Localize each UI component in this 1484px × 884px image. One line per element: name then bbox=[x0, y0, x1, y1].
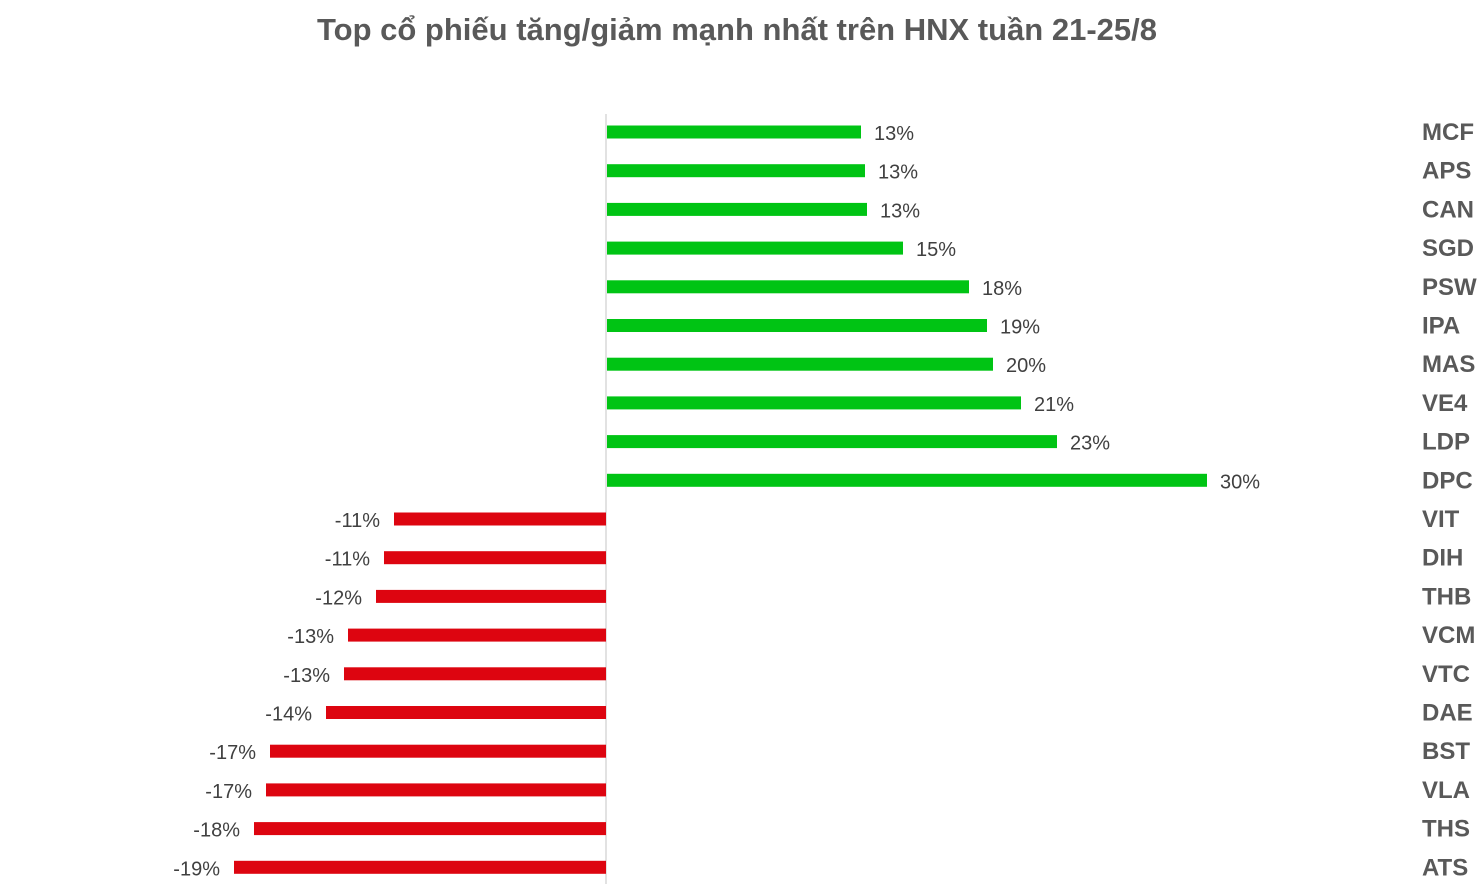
bar-thb bbox=[376, 589, 606, 603]
ticker-label-vit: VIT bbox=[1422, 506, 1460, 533]
value-label-psw: 18% bbox=[982, 278, 1022, 300]
bar-ve4 bbox=[607, 396, 1021, 410]
ticker-label-dae: DAE bbox=[1422, 700, 1473, 727]
ticker-label-vla: VLA bbox=[1422, 777, 1470, 804]
value-label-vtc: -13% bbox=[283, 665, 330, 687]
bar-vit bbox=[394, 512, 606, 526]
bar-can bbox=[607, 202, 867, 216]
bar-aps bbox=[607, 164, 865, 178]
value-label-ldp: 23% bbox=[1070, 433, 1110, 455]
bar-mcf bbox=[607, 125, 861, 139]
ticker-label-dpc: DPC bbox=[1422, 467, 1473, 494]
ticker-label-vcm: VCM bbox=[1422, 622, 1475, 649]
ticker-label-vtc: VTC bbox=[1422, 661, 1470, 688]
bar-dae bbox=[326, 706, 606, 719]
ticker-label-aps: APS bbox=[1422, 158, 1471, 185]
ticker-label-thb: THB bbox=[1422, 583, 1471, 610]
bar-bst bbox=[270, 744, 606, 758]
ticker-label-ats: ATS bbox=[1422, 854, 1468, 881]
bar-sgd bbox=[607, 241, 903, 255]
value-label-ipa: 19% bbox=[1000, 317, 1040, 339]
value-label-mcf: 13% bbox=[874, 123, 914, 145]
bar-mas bbox=[607, 357, 993, 371]
ticker-label-sgd: SGD bbox=[1422, 235, 1474, 262]
value-label-dih: -11% bbox=[325, 549, 370, 571]
bar-vtc bbox=[344, 667, 606, 681]
bar-ldp bbox=[607, 435, 1057, 449]
bar-ipa bbox=[607, 319, 987, 332]
chart-title: Top cổ phiếu tăng/giảm mạnh nhất trên HN… bbox=[317, 12, 1157, 47]
value-label-mas: 20% bbox=[1006, 355, 1046, 377]
bar-dpc bbox=[607, 473, 1207, 487]
ticker-label-ipa: IPA bbox=[1422, 313, 1460, 340]
ticker-label-can: CAN bbox=[1422, 196, 1474, 223]
value-label-vcm: -13% bbox=[287, 626, 334, 648]
value-label-vit: -11% bbox=[335, 510, 380, 532]
value-label-dpc: 30% bbox=[1220, 471, 1260, 493]
value-label-vla: -17% bbox=[205, 781, 252, 803]
value-label-bst: -17% bbox=[209, 742, 256, 764]
ticker-label-ldp: LDP bbox=[1422, 429, 1470, 456]
value-label-dae: -14% bbox=[265, 704, 312, 726]
value-label-ats: -19% bbox=[173, 858, 220, 880]
ticker-label-dih: DIH bbox=[1422, 545, 1463, 572]
value-label-aps: 13% bbox=[878, 162, 918, 184]
value-label-can: 13% bbox=[880, 200, 920, 222]
ticker-label-ths: THS bbox=[1422, 816, 1470, 843]
ticker-label-psw: PSW bbox=[1422, 274, 1477, 301]
value-labels-group: 13% 13% 13% 15% 18% 19% 20% 21% 23% 30% -11% -11% -1… bbox=[173, 123, 1260, 880]
bar-vcm bbox=[348, 628, 606, 642]
ticker-label-bst: BST bbox=[1422, 738, 1470, 765]
value-label-ths: -18% bbox=[193, 820, 240, 842]
bar-dih bbox=[384, 551, 606, 565]
bars-group bbox=[234, 125, 1207, 874]
bar-vla bbox=[266, 783, 606, 797]
ticker-label-ve4: VE4 bbox=[1422, 390, 1468, 417]
bar-ats bbox=[234, 860, 606, 874]
value-label-ve4: 21% bbox=[1034, 394, 1074, 416]
value-label-sgd: 15% bbox=[916, 239, 956, 261]
bar-psw bbox=[607, 280, 969, 294]
ticker-label-mcf: MCF bbox=[1422, 119, 1474, 146]
ticker-labels-group: MCF APS CAN SGD PSW IPA MAS VE4 LDP DPC VIT DIH THB V… bbox=[1422, 119, 1477, 881]
bar-ths bbox=[254, 822, 606, 836]
ticker-label-mas: MAS bbox=[1422, 351, 1475, 378]
value-label-thb: -12% bbox=[315, 587, 362, 609]
